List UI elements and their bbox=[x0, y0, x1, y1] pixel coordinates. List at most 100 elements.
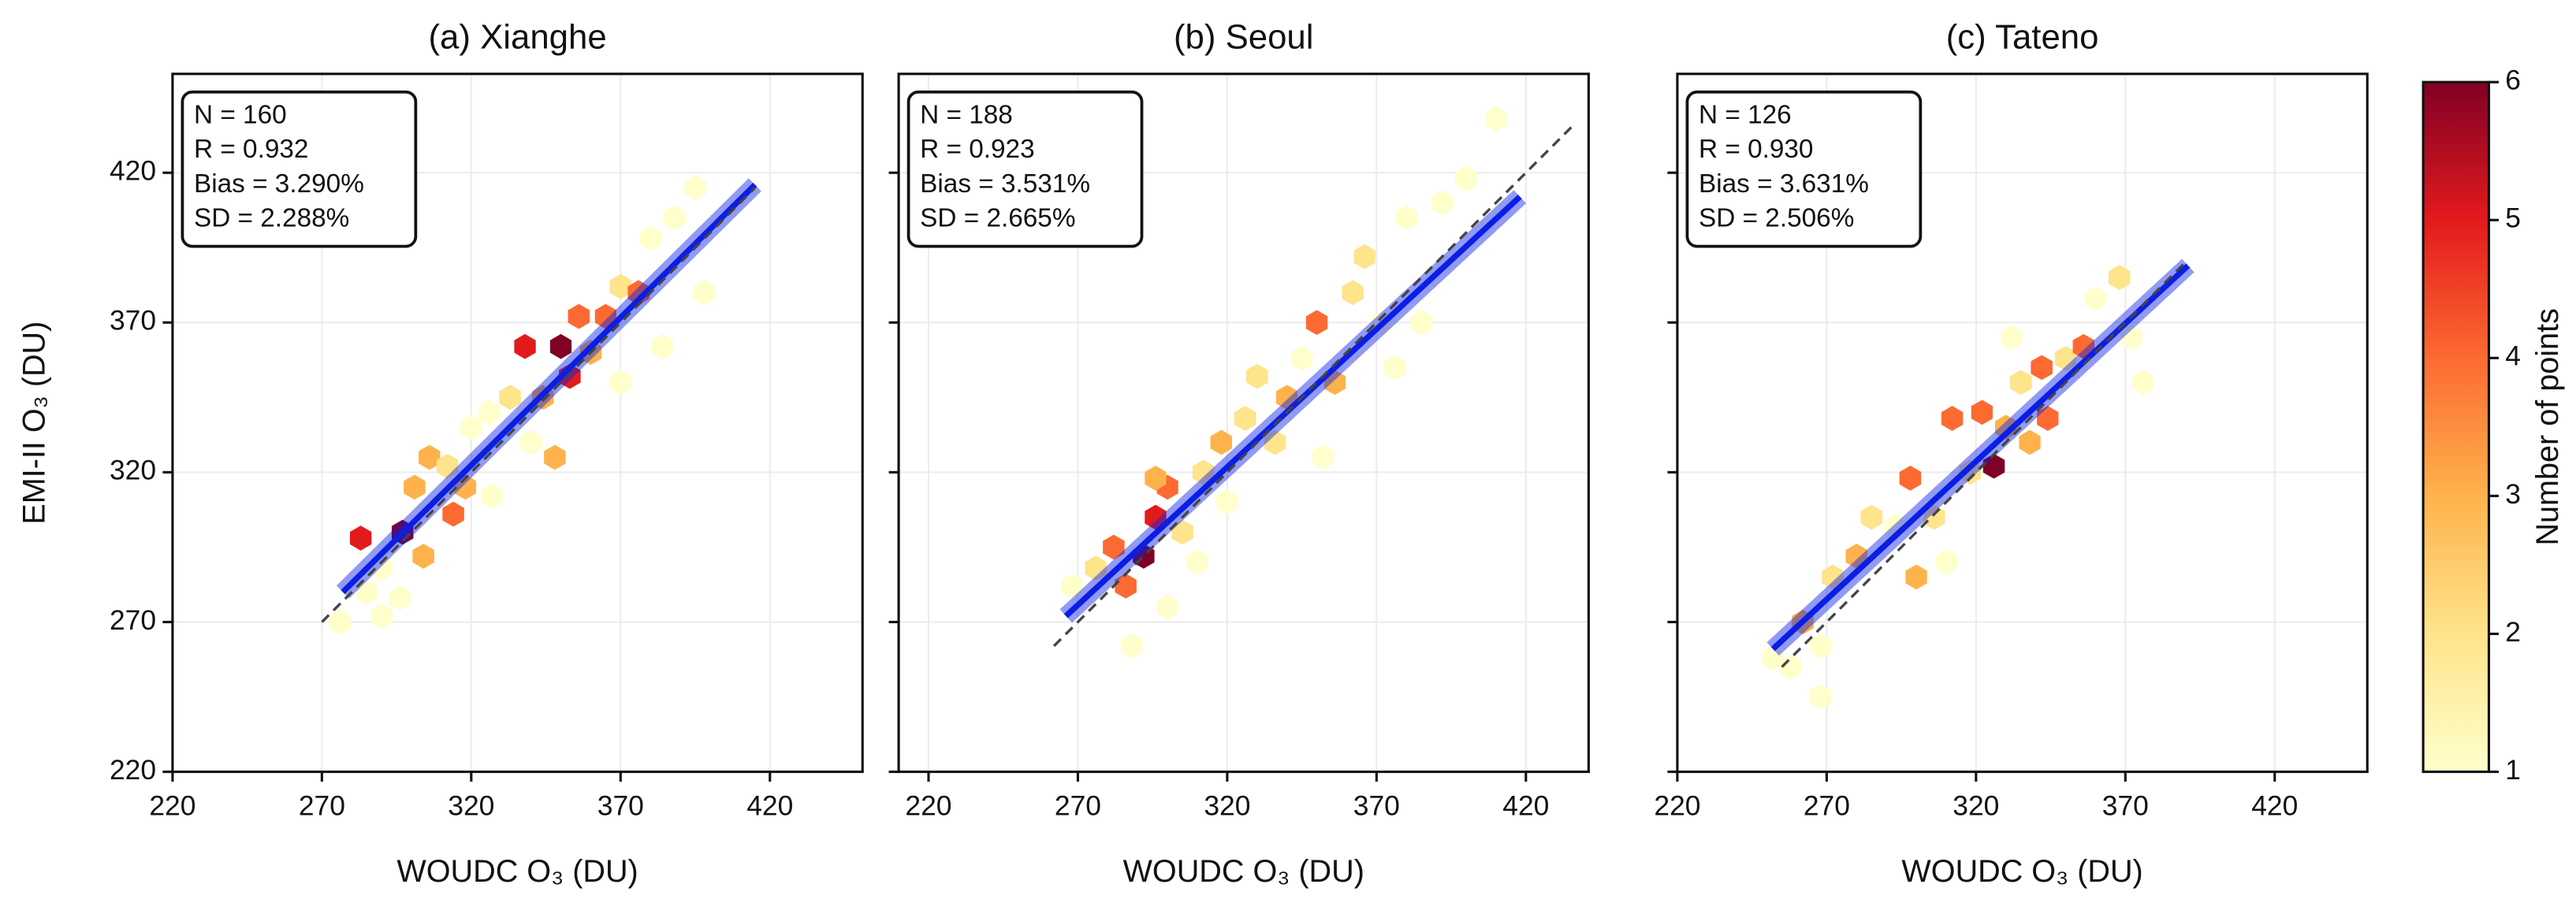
hexbin-cell bbox=[519, 429, 542, 455]
x-tick-label: 370 bbox=[597, 790, 644, 822]
x-tick-label: 420 bbox=[1502, 790, 1549, 822]
stats-text: SD = 2.288% bbox=[194, 204, 349, 233]
hexbin-cell bbox=[2009, 370, 2032, 396]
hexbin-cell bbox=[349, 526, 372, 551]
hexbin-cell bbox=[627, 280, 650, 306]
hexbin-cell bbox=[1959, 459, 1982, 485]
x-tick-label: 270 bbox=[299, 790, 345, 822]
hexbin-cell bbox=[478, 399, 501, 425]
hexbin-cell bbox=[412, 544, 434, 569]
hexbin-cell bbox=[651, 333, 674, 359]
colorbar-tick-label: 6 bbox=[2505, 65, 2521, 96]
hexbin-cell bbox=[2019, 429, 2041, 455]
hexbin-cell bbox=[329, 609, 351, 635]
panel-title: (a) Xianghe bbox=[428, 18, 606, 57]
hexbin-cell bbox=[442, 501, 464, 527]
x-tick-label: 220 bbox=[905, 790, 951, 822]
hexbin-cell bbox=[1061, 573, 1083, 599]
x-tick-label: 220 bbox=[149, 790, 195, 822]
colorbar-tick-label: 4 bbox=[2505, 340, 2521, 372]
hexbin-cell bbox=[460, 414, 482, 440]
hexbin-cell bbox=[436, 453, 459, 479]
stats-text: Bias = 3.631% bbox=[1699, 169, 1869, 199]
panel-title: (c) Tateno bbox=[1946, 18, 2099, 57]
hexbin-cell bbox=[454, 474, 477, 500]
hexbin-cell bbox=[1941, 406, 1964, 431]
x-tick-label: 370 bbox=[1353, 790, 1400, 822]
hexbin-cell bbox=[544, 444, 566, 470]
hexbin-cell bbox=[1982, 453, 2005, 479]
colorbar-tick-label: 3 bbox=[2505, 478, 2521, 510]
colorbar bbox=[2422, 80, 2491, 774]
axes-frame bbox=[897, 72, 1590, 774]
x-tick-label: 370 bbox=[2102, 790, 2149, 822]
x-axis-label: WOUDC O₃ (DU) bbox=[396, 854, 638, 889]
hexbin-cell bbox=[1216, 489, 1238, 515]
hexbin-cell bbox=[1410, 310, 1432, 336]
hexbin-cell bbox=[1120, 633, 1143, 659]
hexbin-cell bbox=[514, 333, 536, 359]
colorbar-tick-label: 2 bbox=[2505, 616, 2521, 648]
x-tick-label: 320 bbox=[1952, 790, 1999, 822]
hexbin-cell bbox=[1899, 466, 1922, 491]
hexbin-cell bbox=[1353, 243, 1375, 269]
x-tick-label: 270 bbox=[1055, 790, 1101, 822]
stats-box bbox=[906, 90, 1144, 248]
hexbin-cell bbox=[1905, 564, 1927, 590]
y-tick-label: 370 bbox=[110, 305, 156, 336]
hexbin-cell bbox=[1923, 504, 1945, 530]
hexbin-cell bbox=[1395, 205, 1418, 231]
hexbin-cell bbox=[1210, 429, 1232, 455]
hexbin-cell bbox=[1171, 519, 1193, 545]
hexbin-cell bbox=[684, 175, 706, 201]
hexbin-cell bbox=[481, 483, 504, 509]
hexbin-cell bbox=[1145, 504, 1167, 530]
hexbin-cell bbox=[594, 303, 617, 329]
reference-line bbox=[1052, 124, 1575, 648]
axes-frame bbox=[1676, 72, 2369, 774]
hexbin-cell bbox=[499, 385, 521, 411]
hexbin-cell bbox=[1115, 573, 1137, 599]
stats-box bbox=[1685, 90, 1923, 248]
y-tick-label: 320 bbox=[110, 455, 156, 486]
hexbin-cell bbox=[1234, 406, 1256, 431]
y-tick-label: 220 bbox=[110, 754, 156, 786]
fit-line bbox=[341, 182, 758, 595]
hexbin-cell bbox=[404, 474, 426, 500]
hexbin-cell bbox=[1822, 564, 1844, 590]
hexbin-cell bbox=[1342, 280, 1364, 306]
hexbin-cell bbox=[693, 280, 716, 306]
colorbar-tick-label: 1 bbox=[2505, 754, 2521, 786]
hexbin-cell bbox=[1156, 594, 1178, 620]
reference-line bbox=[1781, 262, 2187, 668]
stats-box bbox=[181, 90, 418, 248]
hexbin-cell bbox=[1085, 555, 1107, 581]
stats-text: R = 0.923 bbox=[920, 135, 1034, 164]
y-tick-label: 270 bbox=[110, 604, 156, 636]
hexbin-cell bbox=[1860, 504, 1883, 530]
hexbin-cell bbox=[1290, 346, 1313, 371]
hexbin-cell bbox=[1780, 654, 1802, 680]
hexbin-cell bbox=[1305, 310, 1328, 336]
axes-frame bbox=[171, 72, 864, 774]
hexbin-cell bbox=[1246, 363, 1268, 389]
hexbin-cell bbox=[1845, 544, 1868, 569]
hexbin-cell bbox=[549, 333, 572, 359]
hexbin-cell bbox=[1971, 399, 1993, 425]
hexbin-cell bbox=[1312, 444, 1334, 470]
y-axis-label: EMI-II O₃ (DU) bbox=[17, 321, 51, 525]
hexbin-cell bbox=[1192, 459, 1215, 485]
hexbin-cell bbox=[389, 585, 411, 611]
hexbin-cell bbox=[1762, 645, 1784, 671]
x-tick-label: 270 bbox=[1804, 790, 1850, 822]
stats-text: R = 0.932 bbox=[194, 135, 308, 164]
hexbin-cell bbox=[1186, 549, 1208, 575]
x-tick-label: 220 bbox=[1654, 790, 1700, 822]
stats-text: N = 160 bbox=[194, 100, 287, 129]
hexbin-cell bbox=[370, 604, 393, 629]
hexbin-cell bbox=[2001, 325, 2023, 351]
reference-line bbox=[321, 187, 756, 623]
stats-text: N = 126 bbox=[1699, 100, 1792, 129]
hexbin-cell bbox=[609, 370, 631, 396]
colorbar-label: Number of points bbox=[2530, 308, 2565, 545]
